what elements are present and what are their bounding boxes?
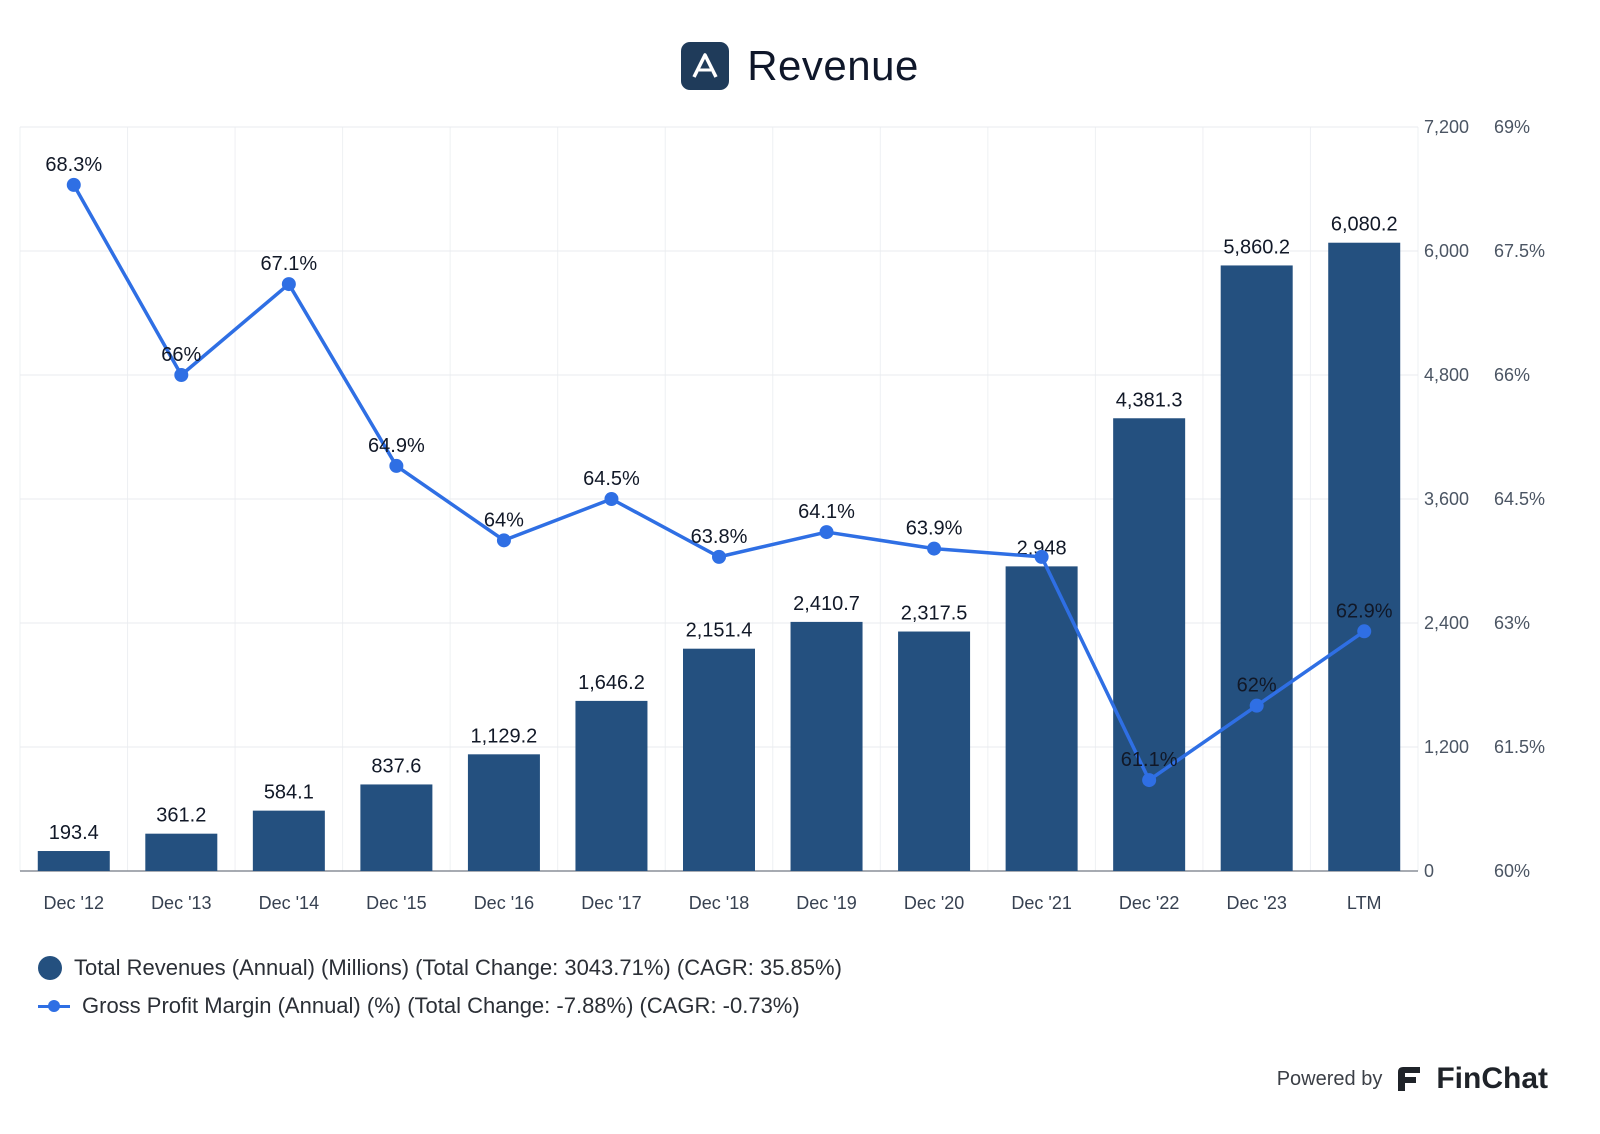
point-gross-margin <box>389 458 404 473</box>
bar-revenue <box>683 648 755 871</box>
revenue-chart: 0 60% 1,200 61.5% 2,400 63% 3,600 64.5% 4,800 66%… <box>19 117 1545 913</box>
bar-revenue <box>1328 242 1401 872</box>
y-left-tick-label: 3,600 <box>1424 489 1469 509</box>
bar-data-label: 6,080.2 <box>1331 214 1398 236</box>
bar-revenue <box>1220 265 1293 871</box>
point-gross-margin <box>1357 624 1372 639</box>
line-data-label: 66% <box>161 344 201 366</box>
x-tick-label: Dec '16 <box>474 893 534 913</box>
x-tick-label: Dec '18 <box>689 893 749 913</box>
y-right-tick-label: 66% <box>1494 365 1530 385</box>
finchat-logo-icon <box>1398 1067 1421 1091</box>
x-tick-label: Dec '13 <box>151 893 211 913</box>
legend-marker-revenue <box>38 956 62 980</box>
bar-data-label: 4,381.3 <box>1116 389 1183 411</box>
bar-data-label: 584.1 <box>264 782 314 804</box>
line-data-label: 64.9% <box>368 435 425 457</box>
point-gross-margin <box>496 533 511 548</box>
bar-revenue <box>37 851 110 871</box>
point-gross-margin <box>712 549 726 564</box>
y-left-tick-label: 0 <box>1424 861 1434 881</box>
bar-data-label: 193.4 <box>49 822 99 844</box>
legend-marker-margin <box>38 994 70 1018</box>
x-tick-label: Dec '21 <box>1011 893 1071 913</box>
legend-item-margin[interactable]: Gross Profit Margin (Annual) (%) (Total … <box>38 993 800 1019</box>
bar-revenue <box>575 700 648 871</box>
bar-data-label: 2,151.4 <box>686 620 753 642</box>
logo-a-icon <box>681 42 730 90</box>
point-gross-margin <box>1249 698 1264 713</box>
bar-revenue <box>1005 566 1078 871</box>
bar-revenue <box>790 621 863 871</box>
legend-item-revenue[interactable]: Total Revenues (Annual) (Millions) (Tota… <box>38 955 842 981</box>
point-gross-margin <box>819 525 834 540</box>
y-right-tick-label: 61.5% <box>1494 737 1545 757</box>
x-tick-label: Dec '22 <box>1119 893 1179 913</box>
bar-data-label: 837.6 <box>371 755 421 777</box>
y-right-tick-label: 69% <box>1494 117 1530 137</box>
bar-data-label: 361.2 <box>156 805 206 827</box>
finchat-brand: FinChat <box>1436 1062 1548 1095</box>
x-tick-label: Dec '12 <box>44 893 104 913</box>
bar-data-label: 1,129.2 <box>471 725 538 747</box>
y-right-tick-label: 63% <box>1494 613 1530 633</box>
x-tick-label: Dec '23 <box>1226 893 1286 913</box>
line-data-label: 62.9% <box>1336 600 1393 622</box>
x-tick-label: Dec '15 <box>366 893 426 913</box>
line-data-label: 64.5% <box>583 468 640 490</box>
bar-revenue <box>1113 418 1186 871</box>
bar-revenue <box>898 631 971 871</box>
legend-label-margin: Gross Profit Margin (Annual) (%) (Total … <box>82 993 800 1018</box>
bar-data-label: 5,860.2 <box>1223 236 1290 258</box>
chart-title: Revenue <box>747 42 919 89</box>
line-data-label: 62% <box>1237 675 1277 697</box>
y-left-tick-label: 7,200 <box>1424 117 1469 137</box>
bar-data-label: 2,317.5 <box>901 603 968 625</box>
line-data-label: 67.1% <box>260 253 317 275</box>
y-right-tick-label: 64.5% <box>1494 489 1545 509</box>
point-gross-margin <box>281 277 296 292</box>
y-right-tick-label: 60% <box>1494 861 1530 881</box>
bar-revenue <box>467 754 540 871</box>
point-gross-margin <box>1034 549 1049 564</box>
powered-by[interactable]: Powered by FinChat <box>1277 1062 1548 1096</box>
bar-revenue <box>145 833 218 871</box>
y-left-tick-label: 6,000 <box>1424 241 1469 261</box>
point-gross-margin <box>604 492 619 506</box>
chart-header: Revenue <box>0 36 1600 96</box>
y-left-tick-label: 2,400 <box>1424 613 1469 633</box>
point-gross-margin <box>927 541 942 556</box>
line-data-label: 63.8% <box>691 526 748 548</box>
x-tick-label: Dec '17 <box>581 893 641 913</box>
powered-by-label: Powered by <box>1276 1067 1383 1090</box>
x-tick-label: Dec '14 <box>259 893 319 913</box>
legend-label-revenue: Total Revenues (Annual) (Millions) (Tota… <box>74 955 842 980</box>
bar-data-label: 1,646.2 <box>578 672 645 694</box>
line-data-label: 63.9% <box>906 518 963 540</box>
x-tick-label: Dec '20 <box>904 893 964 913</box>
y-left-tick-label: 4,800 <box>1424 365 1469 385</box>
bar-revenue <box>360 784 433 871</box>
bar-data-label: 2,948 <box>1017 537 1067 559</box>
line-data-label: 64.1% <box>798 501 855 523</box>
y-right-tick-label: 67.5% <box>1494 241 1545 261</box>
x-tick-label: Dec '19 <box>796 893 856 913</box>
bar-data-label: 2,410.7 <box>793 593 860 615</box>
point-gross-margin <box>1142 773 1157 788</box>
x-tick-label: LTM <box>1347 893 1382 913</box>
line-data-label: 64% <box>484 509 524 531</box>
line-data-label: 61.1% <box>1121 749 1178 771</box>
point-gross-margin <box>66 177 81 192</box>
line-data-label: 68.3% <box>45 154 102 176</box>
y-left-tick-label: 1,200 <box>1424 737 1469 757</box>
point-gross-margin <box>174 368 189 382</box>
bar-revenue <box>252 810 325 871</box>
